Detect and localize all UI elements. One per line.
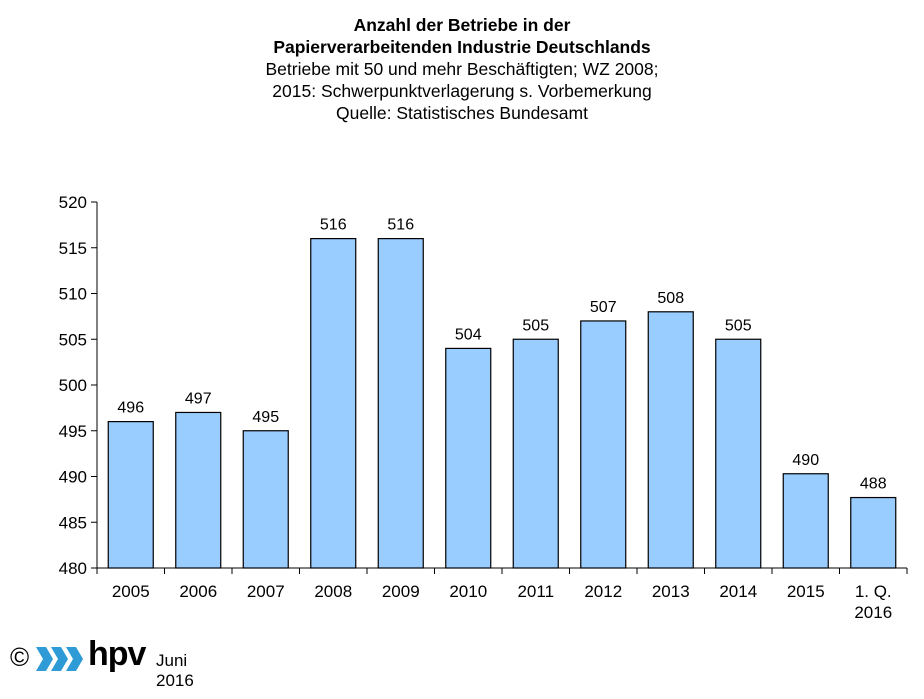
x-tick-label: 2015 (787, 582, 825, 601)
data-label: 516 (320, 217, 347, 234)
hpv-logo-text: hpv (88, 635, 146, 673)
bar (512, 338, 559, 569)
copyright-symbol: © (10, 642, 30, 672)
data-label: 505 (522, 317, 549, 334)
chart-title-line-2: Papierverarbeitenden Industrie Deutschla… (273, 37, 651, 57)
y-tick-label: 515 (59, 239, 87, 258)
y-tick-label: 520 (59, 193, 87, 212)
data-label: 496 (117, 400, 144, 417)
y-tick-label: 480 (59, 559, 87, 578)
x-tick-label: 2012 (584, 582, 622, 601)
data-label: 504 (455, 326, 482, 343)
footer-date: Juni 2016 (156, 651, 194, 690)
chart-title-block: Anzahl der Betriebe in der Papierverarbe… (0, 14, 924, 124)
x-tick-label: 2010 (449, 582, 487, 601)
bar (445, 347, 492, 569)
data-label: 508 (657, 290, 684, 307)
bar (107, 421, 154, 569)
chart-subtitle-line-1: Betriebe mit 50 und mehr Beschäftigten; … (265, 59, 659, 79)
x-tick-label: 2008 (314, 582, 352, 601)
data-label: 505 (725, 317, 752, 334)
bar (647, 311, 694, 569)
bar (782, 473, 829, 569)
x-tick-label: 2009 (382, 582, 420, 601)
data-label: 516 (387, 217, 414, 234)
bar (580, 320, 627, 569)
y-tick-label: 485 (59, 513, 87, 532)
chart-title-line-1: Anzahl der Betriebe in der (353, 15, 571, 35)
data-label: 490 (792, 452, 819, 469)
y-tick-label: 505 (59, 330, 87, 349)
x-tick-label: 2013 (652, 582, 690, 601)
x-tick-label: 2016 (854, 603, 892, 622)
data-label: 507 (590, 299, 617, 316)
bar (310, 238, 357, 569)
data-label: 488 (860, 476, 887, 493)
chart-source-line: Quelle: Statistisches Bundesamt (336, 103, 588, 123)
y-tick-label: 495 (59, 422, 87, 441)
y-tick-label: 500 (59, 376, 87, 395)
y-tick-label: 510 (59, 285, 87, 304)
bar (715, 338, 762, 569)
x-tick-label: 2011 (517, 582, 554, 601)
bar (377, 238, 424, 569)
data-label: 495 (252, 409, 279, 426)
bar (850, 496, 897, 569)
x-tick-label: 2007 (247, 582, 285, 601)
hpv-logo-arrows-icon (36, 647, 83, 671)
x-tick-label: 1. Q. (855, 582, 892, 601)
x-tick-label: 2006 (179, 582, 217, 601)
y-tick-label: 490 (59, 468, 87, 487)
x-tick-label: 2005 (112, 582, 150, 601)
bar (242, 430, 289, 569)
chart-subtitle-line-2: 2015: Schwerpunktverlagerung s. Vorbemer… (272, 81, 652, 101)
bar (175, 411, 222, 569)
x-tick-label: 2014 (719, 582, 757, 601)
data-label: 497 (185, 390, 212, 407)
